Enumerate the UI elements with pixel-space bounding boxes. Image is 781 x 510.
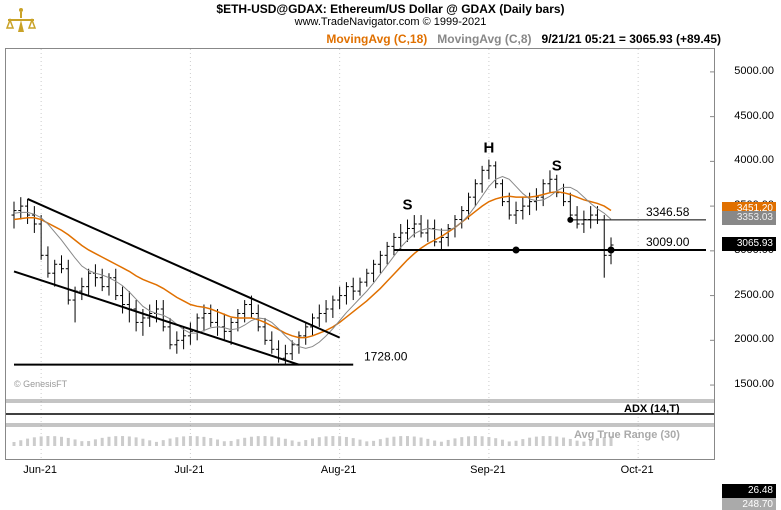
logo-icon [4, 2, 38, 36]
svg-text:3009.00: 3009.00 [646, 235, 690, 249]
y-tick-label: 1500.00 [734, 378, 774, 390]
legend-row: MovingAvg (C,18) MovingAvg (C,8) 9/21/21… [0, 32, 721, 46]
svg-text:1728.00: 1728.00 [364, 350, 408, 364]
x-tick-label: Sep-21 [470, 464, 505, 476]
svg-text:ADX (14,T): ADX (14,T) [624, 403, 680, 415]
svg-text:S: S [552, 157, 562, 174]
svg-text:H: H [483, 139, 494, 156]
y-tick-label: 2500.00 [734, 289, 774, 301]
svg-text:3346.58: 3346.58 [646, 205, 690, 219]
y-tick-label: 2000.00 [734, 333, 774, 345]
price-chart: 3009.00 1728.00 3346.58 S H S ADX (14,T) Avg Tr… [5, 48, 715, 460]
y-tick-label: 5000.00 [734, 65, 774, 77]
svg-text:S: S [402, 197, 412, 214]
legend-ma18: MovingAvg (C,18) [326, 32, 427, 46]
legend-ma8: MovingAvg (C,8) [437, 32, 531, 46]
chart-title-block: $ETH-USD@GDAX: Ethereum/US Dollar @ GDAX… [0, 2, 781, 28]
price-badge: 3065.93 [722, 237, 776, 251]
x-tick-label: Jun-21 [23, 464, 57, 476]
legend-quote: 9/21/21 05:21 = 3065.93 (+89.45) [542, 32, 721, 46]
copyright-watermark: © GenesisFT [14, 379, 67, 389]
x-tick-label: Jul-21 [174, 464, 204, 476]
chart-subtitle: www.TradeNavigator.com © 1999-2021 [0, 16, 781, 28]
y-axis: 1500.002000.002500.003000.003500.004000.… [716, 48, 776, 460]
y-tick-label: 4500.00 [734, 110, 774, 122]
x-tick-label: Oct-21 [621, 464, 654, 476]
y-tick-label: 4000.00 [734, 154, 774, 166]
svg-text:Avg True Range (30): Avg True Range (30) [574, 429, 680, 441]
price-badge: 26.48 [722, 484, 776, 498]
x-axis: Jun-21 Jul-21 Aug-21 Sep-21 Oct-21 [5, 462, 715, 482]
price-badge: 3353.03 [722, 211, 776, 225]
x-tick-label: Aug-21 [321, 464, 356, 476]
price-badge: 248.70 [722, 498, 776, 510]
chart-title: $ETH-USD@GDAX: Ethereum/US Dollar @ GDAX… [0, 2, 781, 16]
